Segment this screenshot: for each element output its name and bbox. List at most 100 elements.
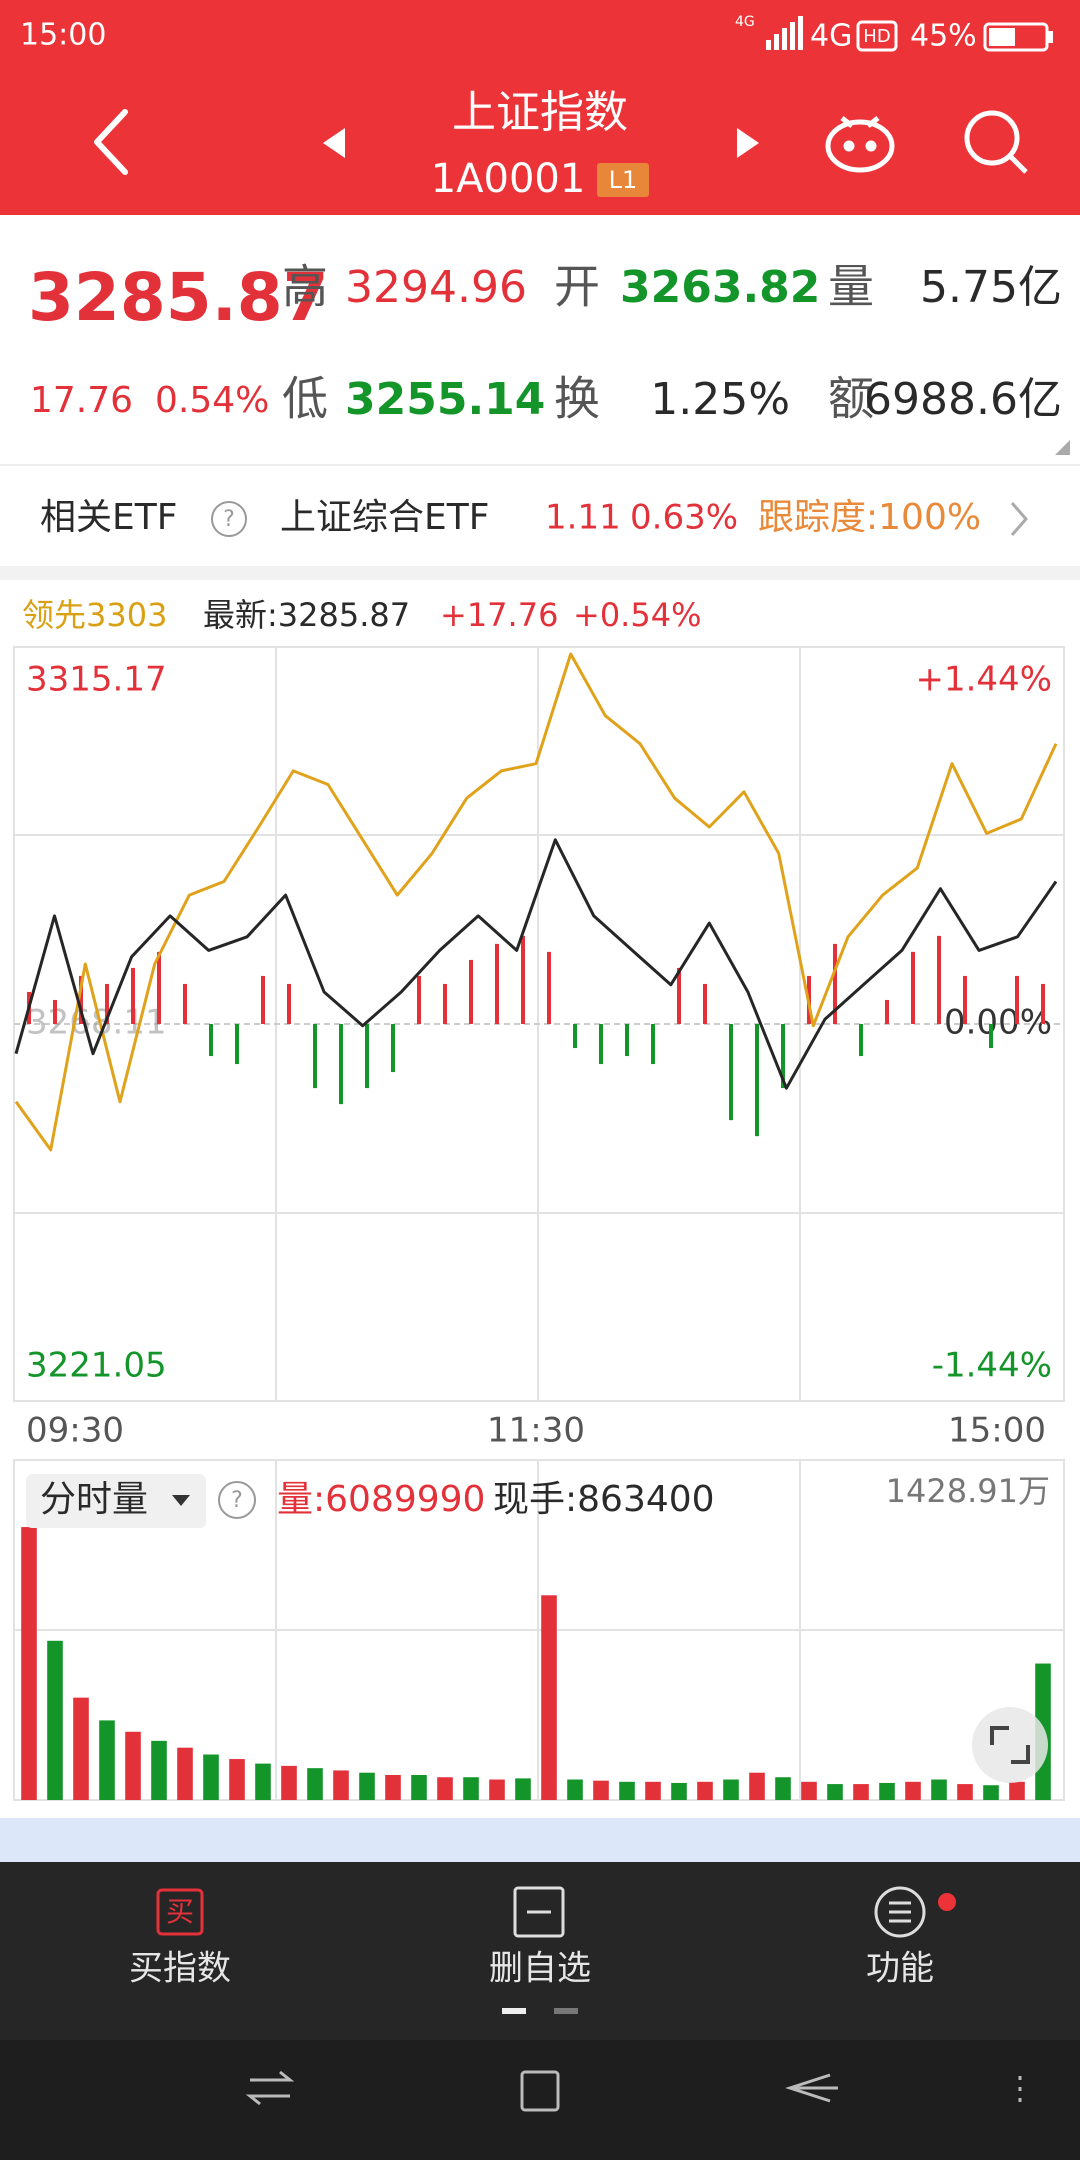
volume-bar <box>1009 1781 1025 1800</box>
volume-bar <box>515 1778 531 1800</box>
price-line <box>14 838 1058 1090</box>
bottom-nav <box>0 1862 1080 2040</box>
next-button[interactable] <box>737 128 759 158</box>
high-value: 3294.96 <box>345 262 527 313</box>
diff-bar <box>287 983 291 1024</box>
volume-bar <box>905 1781 921 1800</box>
price-line <box>14 652 1058 1152</box>
volume-bar <box>801 1781 817 1800</box>
volume-bar <box>749 1772 765 1800</box>
volume-bar <box>931 1779 947 1800</box>
system-nav <box>0 2040 1080 2160</box>
diff-bar <box>625 1024 629 1057</box>
etf-label: 相关ETF <box>40 497 177 538</box>
open-value: 3263.82 <box>620 262 820 313</box>
volume-bar <box>255 1763 271 1800</box>
status-sim: 4G <box>735 14 755 30</box>
volume-bar <box>333 1770 349 1800</box>
function-button[interactable]: 功能 <box>866 1886 956 1989</box>
diff-bar <box>443 983 447 1024</box>
volume-frame <box>13 1459 1065 1801</box>
corner-mark <box>1055 440 1070 455</box>
diff-bar <box>911 951 915 1024</box>
volume-bar <box>489 1779 505 1800</box>
diff-bar <box>209 1024 213 1057</box>
volume-bar <box>307 1768 323 1800</box>
diff-bar <box>963 975 967 1024</box>
diff-bar <box>729 1024 733 1121</box>
legend-change: +17.76 <box>440 596 558 634</box>
low-value: 3255.14 <box>345 374 545 425</box>
y-tick-label: 3315.17 <box>26 660 167 700</box>
diff-bar <box>79 975 83 1024</box>
diff-bar <box>235 1024 239 1065</box>
diff-bar <box>131 967 135 1024</box>
volume-bar <box>645 1781 661 1800</box>
volume-bar <box>151 1740 167 1800</box>
turnover-value: 1.25% <box>650 374 790 425</box>
volume-help[interactable] <box>218 1481 256 1519</box>
back-button[interactable] <box>94 109 128 175</box>
volume-bar <box>203 1754 219 1800</box>
diff-bar <box>677 967 681 1024</box>
level-text: L1 <box>609 166 638 194</box>
signal-icon <box>766 16 803 50</box>
volume-bar <box>359 1772 375 1800</box>
page-dot <box>554 2008 578 2014</box>
etf-tracking: 跟踪度:100% <box>758 497 981 538</box>
volume-bar <box>541 1595 557 1800</box>
status-time: 15:00 <box>20 18 106 53</box>
status-network: 4G <box>810 19 852 54</box>
diff-bar <box>53 999 57 1024</box>
back-nav-button[interactable] <box>785 2073 838 2103</box>
x-tick-label: 11:30 <box>487 1411 585 1451</box>
volume-bar <box>411 1774 427 1800</box>
volume-bar <box>775 1777 791 1800</box>
buy-index-button[interactable]: 买 买指数 <box>129 1888 231 1989</box>
etf-price: 1.11 <box>545 498 621 538</box>
change-value: 17.76 <box>30 380 133 421</box>
volume-bar <box>567 1779 583 1800</box>
banner[interactable] <box>0 1818 1080 1864</box>
etf-arrow <box>1010 502 1028 536</box>
y2-tick-label: -1.44% <box>932 1346 1052 1386</box>
remove-watch-button[interactable]: 删自选 <box>489 1886 591 1989</box>
change-pct: 0.54% <box>155 380 269 421</box>
header-code: 1A0001 <box>431 156 586 202</box>
fullscreen-button[interactable] <box>972 1707 1048 1783</box>
amount-value: 6988.6亿 <box>864 374 1062 425</box>
y-tick-label: 1428.91万 <box>886 1472 1050 1510</box>
volume-bar <box>853 1784 869 1800</box>
switch-button[interactable] <box>245 2070 295 2106</box>
etf-row[interactable]: 相关ETF ? 上证综合ETF 1.11 0.63% 跟踪度:100% <box>40 497 1028 538</box>
period-selector[interactable] <box>26 1474 206 1528</box>
diff-bar <box>1041 983 1045 1024</box>
period-selector-text: 分时量 <box>40 1479 148 1520</box>
diff-bar <box>547 951 551 1024</box>
etf-change: 0.63% <box>630 498 738 538</box>
search-button[interactable] <box>964 110 1028 174</box>
diff-bar <box>391 1024 395 1073</box>
volume-bar <box>73 1697 89 1800</box>
diff-bar <box>1015 975 1019 1024</box>
x-tick-label: 15:00 <box>948 1411 1046 1451</box>
help-icon[interactable] <box>211 501 247 537</box>
diff-bar <box>885 999 889 1024</box>
volume-value: 5.75亿 <box>920 262 1062 313</box>
diff-bar <box>417 975 421 1024</box>
prev-button[interactable] <box>323 128 345 158</box>
volume-bar <box>47 1640 63 1800</box>
plot-layer: 3315.173268.113221.05+1.44%0.00%-1.44%09… <box>14 652 1064 1800</box>
high-label: 高 <box>282 260 328 314</box>
dropdown-arrow <box>172 1495 190 1506</box>
diff-bar <box>365 1024 369 1089</box>
system-icons <box>245 2070 1022 2112</box>
diff-bar <box>469 959 473 1024</box>
volume-bar <box>957 1784 973 1800</box>
robot-button[interactable] <box>825 116 895 173</box>
volume-bar <box>671 1782 687 1800</box>
volume-bar <box>697 1781 713 1800</box>
home-button[interactable] <box>520 2070 560 2112</box>
legend-latest: 最新:3285.87 <box>203 596 410 634</box>
help-mark: ? <box>223 507 235 532</box>
